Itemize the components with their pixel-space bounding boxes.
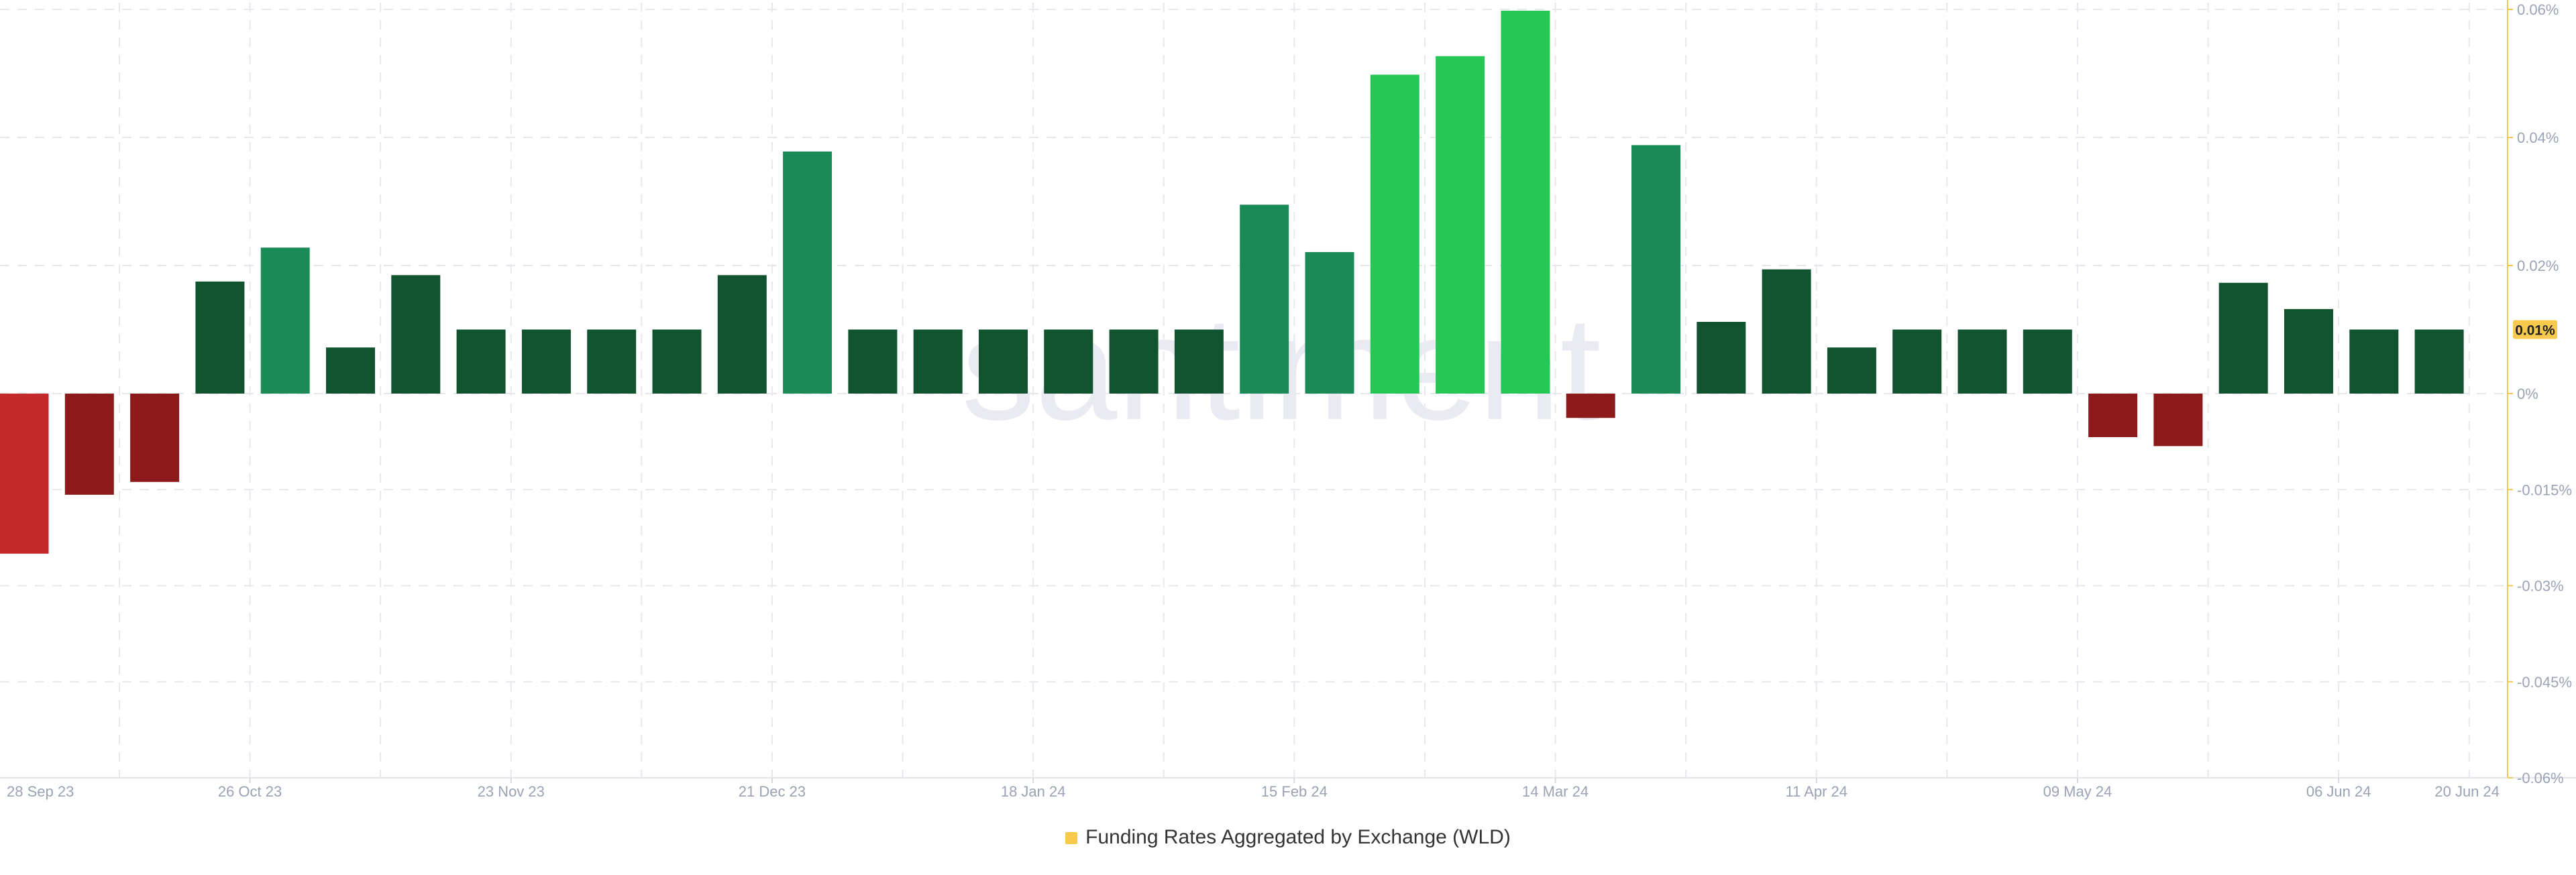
bar [1305,251,1354,394]
bar [2284,308,2333,394]
x-tick-label: 09 May 24 [2043,783,2112,800]
x-tick-label: 15 Feb 24 [1261,783,1328,800]
bar [1501,10,1550,394]
bar [1174,329,1224,394]
x-tick-label: 06 Jun 24 [2306,783,2371,800]
bar [1109,329,1159,394]
bar [0,394,49,554]
bar [2023,329,2072,394]
x-tick-label: 14 Mar 24 [1522,783,1589,800]
bar [260,247,310,394]
current-value-label: 0.01% [2515,323,2555,339]
bar [1631,145,1680,394]
bar [979,329,1028,394]
x-tick-label: 11 Apr 24 [1785,783,1847,800]
y-tick-label: 0.06% [2517,1,2559,18]
bar [848,329,898,394]
bar [130,394,180,482]
bar [2218,282,2268,394]
bar [652,329,702,394]
bar [1240,205,1289,394]
bar [717,275,767,394]
legend: Funding Rates Aggregated by Exchange (WL… [0,826,2576,849]
y-tick-label: 0.04% [2517,129,2559,146]
x-tick-label: 28 Sep 23 [7,783,74,800]
x-tick-label: 20 Jun 24 [2434,783,2500,800]
bar [1957,329,2007,394]
bar [2153,394,2203,447]
bar [2088,394,2138,437]
bar [1566,394,1615,418]
bar [2349,329,2399,394]
grid-lines [0,3,2508,778]
y-tick-label: -0.03% [2517,578,2564,595]
bar [521,329,571,394]
bar [913,329,963,394]
bar [1827,347,1876,394]
x-tick-label: 26 Oct 23 [218,783,282,800]
bar [2414,329,2464,394]
bar [1436,56,1485,394]
x-tick-label: 21 Dec 23 [739,783,806,800]
axes: -0.06% -0.045% -0.03% -0.015% 0% 0.02% 0.04% 0.… [0,0,2576,800]
legend-swatch [1065,832,1078,844]
bar [195,281,245,394]
bar [1697,322,1746,394]
bar [587,329,637,394]
bar [391,275,441,394]
bar [1044,329,1093,394]
bar [326,347,375,394]
y-tick-label: 0% [2517,386,2538,402]
legend-label: Funding Rates Aggregated by Exchange (WL… [1085,826,1511,848]
x-tick-label: 18 Jan 24 [1001,783,1066,800]
x-tick-label: 23 Nov 23 [478,783,545,800]
y-tick-label: 0.02% [2517,257,2559,274]
current-value-badge [2513,320,2557,339]
bar [1892,329,1942,394]
bar [64,394,114,495]
bars [0,10,2464,554]
bar [783,152,833,394]
y-tick-label: -0.06% [2517,770,2564,786]
bar [1370,74,1419,394]
bar [456,329,506,394]
y-tick-label: -0.045% [2517,674,2572,691]
y-tick-label: -0.015% [2517,481,2572,498]
bar [1762,269,1811,394]
